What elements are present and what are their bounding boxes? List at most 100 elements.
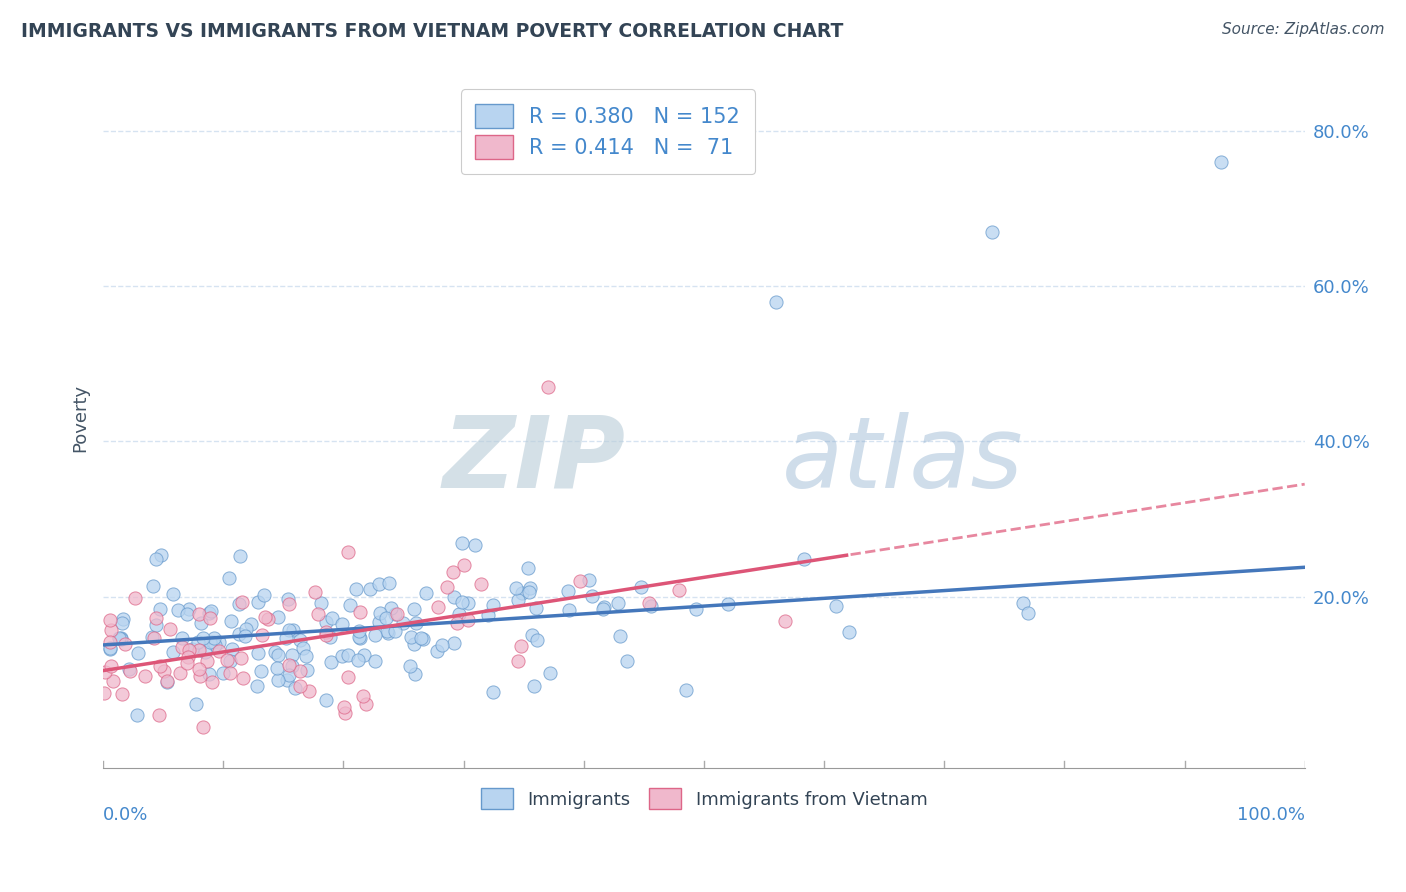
Point <box>675 682 697 697</box>
Point <box>349 605 371 619</box>
Point <box>202 631 225 645</box>
Point <box>110 632 132 647</box>
Point <box>194 645 217 659</box>
Point <box>267 673 290 688</box>
Point <box>145 611 167 625</box>
Point <box>412 632 434 647</box>
Point <box>378 576 401 591</box>
Point <box>277 623 299 637</box>
Point <box>191 720 214 734</box>
Point <box>426 600 449 615</box>
Point <box>349 632 371 646</box>
Point <box>295 649 318 664</box>
Point <box>506 654 529 668</box>
Y-axis label: Poverty: Poverty <box>72 384 89 452</box>
Point <box>593 600 616 615</box>
Point <box>162 645 184 659</box>
Point <box>148 708 170 723</box>
Point <box>111 615 134 630</box>
Point <box>266 661 288 675</box>
Point <box>451 595 474 609</box>
Point <box>374 610 396 624</box>
Point <box>482 598 505 612</box>
Point <box>607 596 630 610</box>
Point <box>375 624 398 639</box>
Point <box>253 588 276 602</box>
Point <box>197 606 219 620</box>
Point <box>231 594 253 608</box>
Point <box>415 585 437 599</box>
Point <box>246 646 269 660</box>
Point <box>142 631 165 645</box>
Point <box>274 631 297 645</box>
Point <box>200 635 222 649</box>
Point <box>100 623 122 637</box>
Point <box>347 653 370 667</box>
Point <box>405 616 427 631</box>
Point <box>177 602 200 616</box>
Point <box>145 618 167 632</box>
Point <box>288 665 311 679</box>
Point <box>464 538 486 552</box>
Point <box>384 607 406 621</box>
Point <box>426 644 449 658</box>
Point <box>505 582 527 596</box>
Point <box>568 574 591 589</box>
Point <box>616 654 638 668</box>
Point <box>1012 596 1035 610</box>
Text: 100.0%: 100.0% <box>1237 806 1305 824</box>
Point <box>167 603 190 617</box>
Point <box>176 607 198 621</box>
Point <box>526 632 548 647</box>
Point <box>232 671 254 685</box>
Point <box>254 610 277 624</box>
Point <box>277 591 299 606</box>
Point <box>201 675 224 690</box>
Point <box>404 666 426 681</box>
Point <box>208 644 231 658</box>
Point <box>353 648 375 663</box>
Point <box>380 601 402 615</box>
Point <box>512 586 534 600</box>
Point <box>315 624 337 639</box>
Point <box>609 629 631 643</box>
Point <box>221 642 243 657</box>
Point <box>156 674 179 689</box>
Point <box>446 616 468 631</box>
Point <box>630 580 652 594</box>
Point <box>218 666 240 681</box>
Point <box>218 571 240 585</box>
Point <box>330 648 353 663</box>
Point <box>430 638 453 652</box>
Point <box>198 610 221 624</box>
Point <box>193 631 215 645</box>
Point <box>159 622 181 636</box>
Point <box>337 648 360 662</box>
Point <box>457 596 479 610</box>
Point <box>215 653 238 667</box>
Point <box>235 622 257 636</box>
Point <box>252 628 274 642</box>
Point <box>441 565 464 579</box>
Point <box>411 631 433 645</box>
Point <box>190 615 212 630</box>
Point <box>263 645 285 659</box>
Text: ZIP: ZIP <box>443 411 626 508</box>
Point <box>198 666 221 681</box>
Point <box>385 607 408 622</box>
Point <box>240 617 263 632</box>
Point <box>176 656 198 670</box>
Point <box>204 638 226 652</box>
Point <box>292 640 315 655</box>
Point <box>1017 606 1039 620</box>
Point <box>517 561 540 575</box>
Point <box>228 626 250 640</box>
Point <box>98 613 121 627</box>
Point <box>98 634 121 648</box>
Point <box>277 667 299 681</box>
Point <box>134 669 156 683</box>
Point <box>250 665 273 679</box>
Point <box>288 679 311 693</box>
Point <box>212 665 235 680</box>
Point <box>278 597 301 611</box>
